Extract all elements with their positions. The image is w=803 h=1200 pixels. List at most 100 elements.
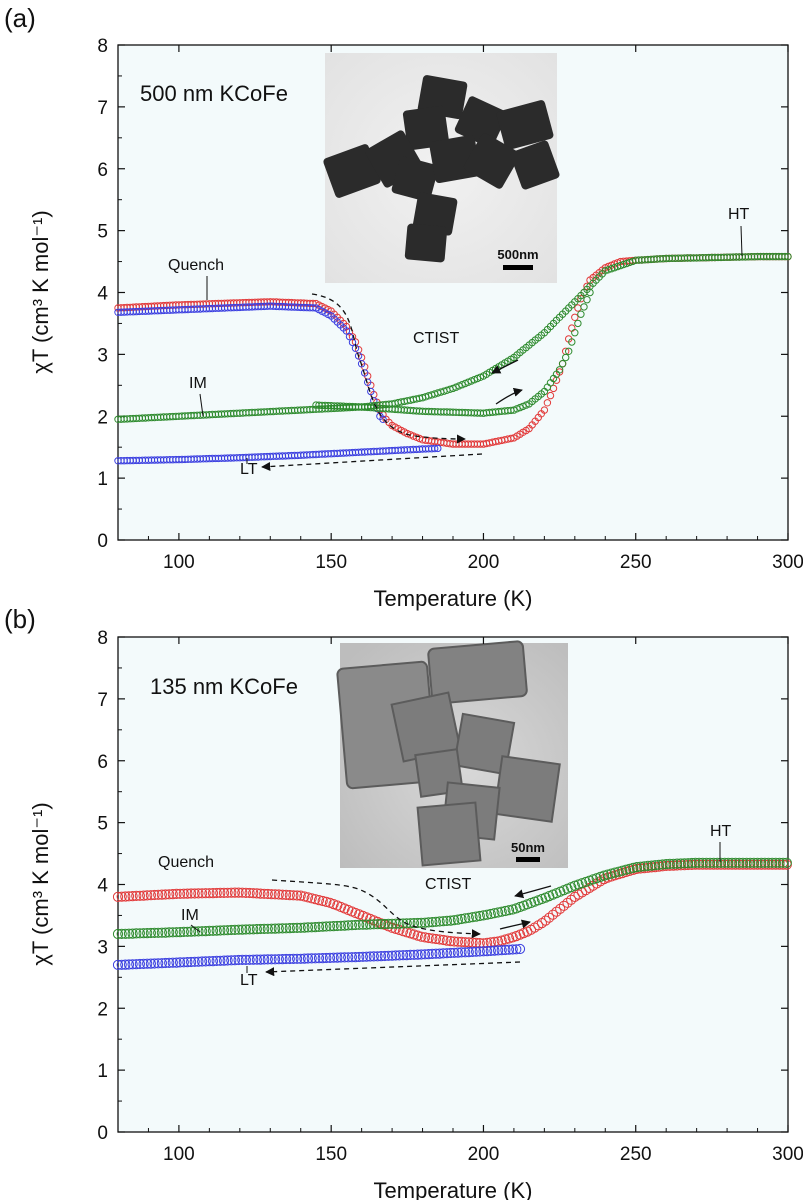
data-point (774, 857, 785, 868)
data-point (423, 949, 434, 960)
data-point (617, 865, 628, 876)
data-point (142, 958, 153, 969)
data-point (306, 893, 317, 904)
data-point (408, 918, 420, 929)
series-lta (114, 444, 442, 465)
data-point (237, 887, 248, 898)
x-tick-label-a: 300 (772, 552, 803, 573)
data-point (215, 925, 226, 936)
data-point (496, 945, 507, 956)
data-point (233, 954, 244, 966)
data-point (313, 953, 325, 964)
data-point (493, 907, 504, 918)
x-tick-label-a: 250 (620, 552, 652, 573)
data-point (200, 888, 211, 899)
data-point (211, 925, 222, 936)
data-point (781, 857, 792, 868)
data-point (145, 927, 156, 939)
data-point (379, 415, 387, 423)
data-point (153, 927, 164, 938)
data-point (306, 953, 317, 964)
heating-arrow-b (499, 919, 531, 930)
annot-ht-a: HT (728, 206, 750, 223)
data-point (182, 926, 193, 937)
data-point (244, 954, 255, 965)
data-point (167, 889, 178, 900)
data-point (262, 888, 273, 900)
data-point (277, 923, 288, 934)
data-point (427, 948, 438, 960)
data-point (193, 888, 204, 899)
data-point (449, 915, 460, 926)
data-point (339, 920, 350, 931)
data-point (471, 946, 482, 957)
data-point (445, 947, 456, 959)
data-point (229, 955, 240, 966)
data-point (770, 857, 781, 868)
annot-ctist-a: CTIST (413, 330, 459, 347)
data-point (478, 946, 489, 957)
y-tick-label-a: 4 (97, 284, 108, 305)
data-point (292, 922, 303, 934)
data-point (189, 888, 200, 899)
data-point (354, 951, 365, 963)
data-point (204, 956, 215, 967)
data-point (704, 857, 716, 868)
data-point (412, 949, 423, 960)
data-point (237, 924, 248, 935)
data-point (226, 955, 237, 966)
annot-lt-b: LT (240, 972, 258, 989)
data-point (547, 909, 559, 920)
annot-ht-b: HT (710, 823, 732, 840)
data-point (401, 950, 412, 961)
data-point (546, 391, 555, 400)
data-point (408, 949, 420, 960)
data-point (171, 957, 182, 968)
data-point (262, 923, 273, 934)
data-point (167, 927, 178, 938)
data-point (186, 956, 197, 968)
panel-a: (a) 500nm 500 nm KCoFe 0 1 2 3 (4, 3, 803, 611)
data-point (507, 944, 518, 955)
y-tick-label-b: 5 (97, 814, 108, 835)
sample-label-a: 500 nm KCoFe (140, 81, 288, 106)
data-point (295, 890, 306, 901)
tem-inset-b: 50nm (336, 640, 568, 868)
data-point (741, 857, 752, 868)
data-point (354, 352, 363, 360)
x-tick-label-b: 150 (315, 1144, 347, 1165)
data-point (571, 329, 579, 337)
y-tick-label-a: 5 (97, 222, 108, 243)
data-point (445, 915, 456, 926)
data-point (514, 943, 526, 955)
data-point (423, 917, 434, 928)
data-point (160, 889, 171, 900)
data-point (434, 934, 445, 945)
data-point (602, 869, 613, 880)
data-point (467, 946, 478, 958)
data-point (255, 954, 266, 965)
data-point (354, 919, 365, 930)
data-point (266, 923, 277, 934)
data-point (248, 924, 259, 935)
data-point (295, 953, 306, 964)
data-point (120, 928, 131, 939)
data-point (153, 958, 164, 969)
data-point (222, 887, 233, 898)
data-point (317, 895, 328, 907)
data-point (251, 924, 262, 935)
data-point (445, 936, 456, 947)
series-lt-quenched-a (114, 302, 387, 423)
data-point (295, 922, 306, 933)
data-point (186, 926, 197, 937)
data-point (664, 858, 675, 870)
data-point (474, 946, 485, 957)
data-point (218, 925, 230, 936)
cooling-arrow-a (491, 359, 519, 374)
scale-bar-label-b: 50nm (511, 840, 545, 855)
data-point (164, 889, 175, 900)
quench-path-arrow-a (311, 293, 466, 444)
data-point (138, 890, 149, 901)
data-point (112, 928, 124, 940)
data-point (116, 928, 127, 940)
